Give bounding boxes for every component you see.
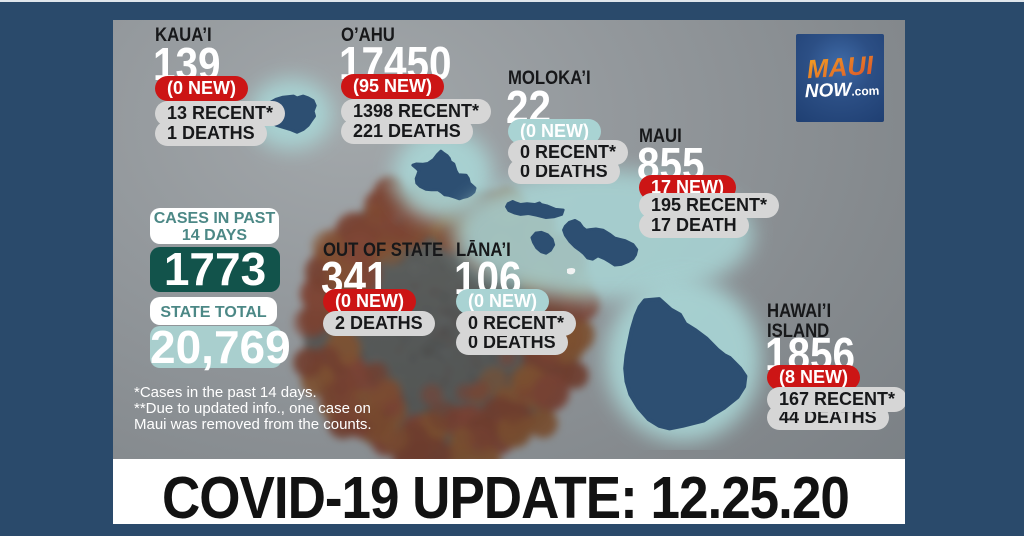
svg-text:NOW.com: NOW.com <box>804 79 879 103</box>
